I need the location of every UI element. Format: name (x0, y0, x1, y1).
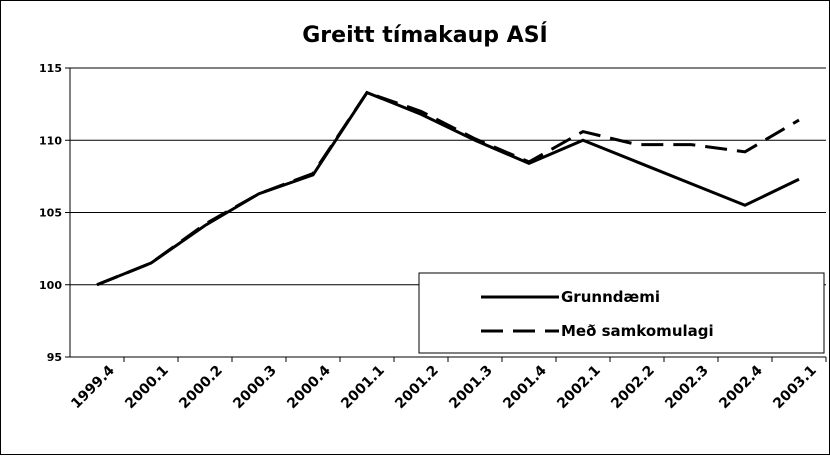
y-tick-label: 105 (39, 207, 62, 220)
y-tick-label: 100 (39, 279, 62, 292)
legend-label: Með samkomulagi (561, 322, 714, 340)
y-tick-label: 95 (47, 351, 62, 364)
legend-label: Grunndæmi (561, 288, 660, 306)
series-line (96, 90, 800, 287)
y-tick-label: 110 (39, 134, 62, 147)
legend-box (418, 272, 825, 354)
chart-title: Greitt tímakaup ASÍ (302, 22, 548, 48)
y-tick-label: 115 (39, 62, 62, 75)
